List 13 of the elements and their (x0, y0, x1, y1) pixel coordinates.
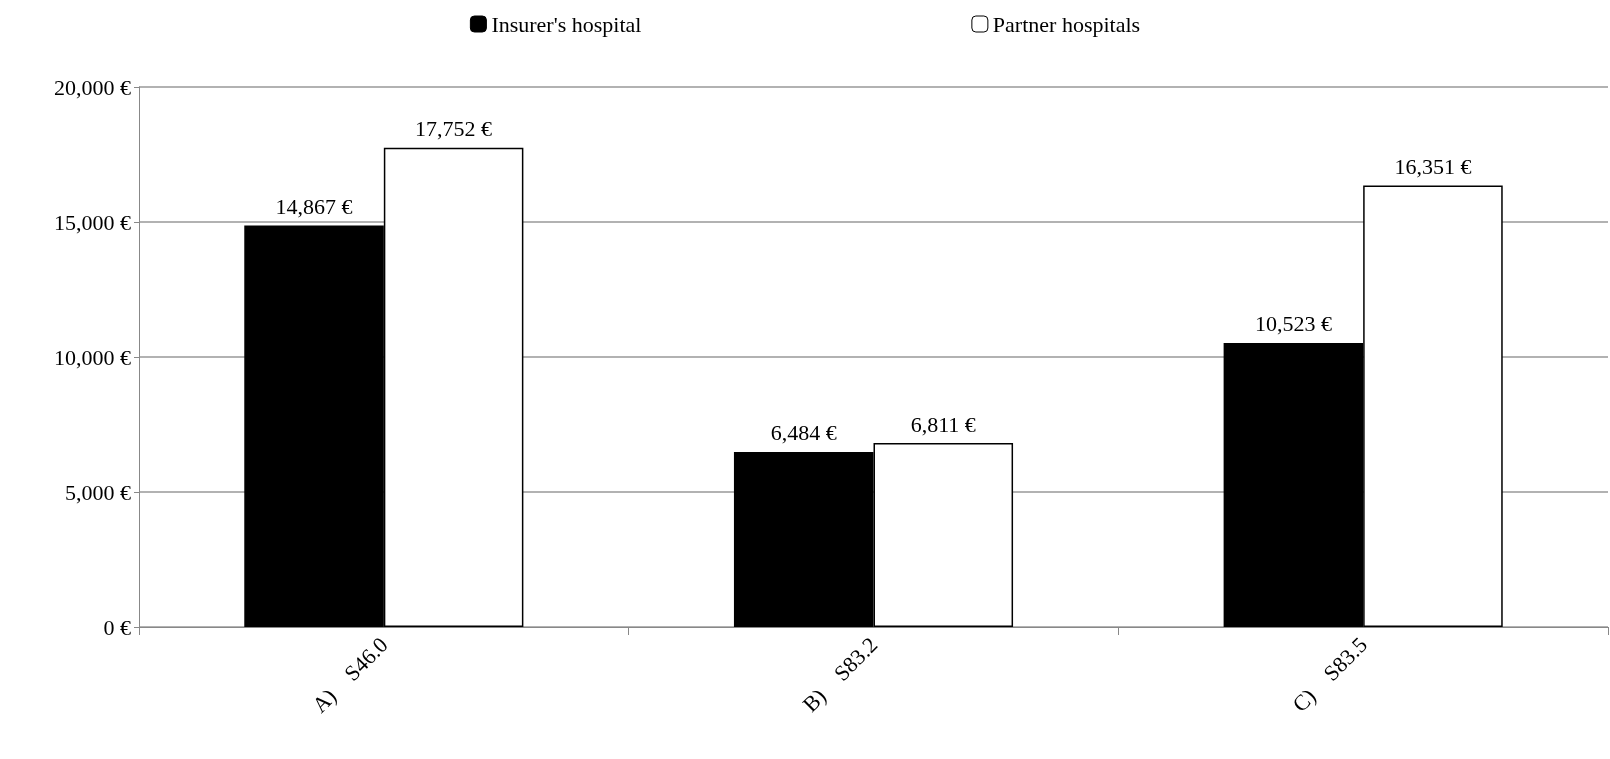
y-tick-label: 5,000 € (65, 479, 131, 505)
y-tick-label: 15,000 € (54, 209, 131, 235)
data-label: 6,484 € (770, 420, 837, 446)
y-tick-label: 0 € (103, 614, 131, 640)
legend-label: Insurer's hospital (491, 11, 642, 37)
y-tick-label: 20,000 € (54, 74, 131, 100)
data-label: 6,811 € (910, 411, 976, 437)
data-label: 17,752 € (415, 116, 493, 142)
y-tick-label: 10,000 € (54, 344, 131, 370)
data-label: 14,867 € (275, 194, 353, 220)
data-label: 10,523 € (1254, 311, 1332, 337)
legend-label: Partner hospitals (992, 11, 1141, 37)
data-label: 16,351 € (1394, 154, 1472, 180)
